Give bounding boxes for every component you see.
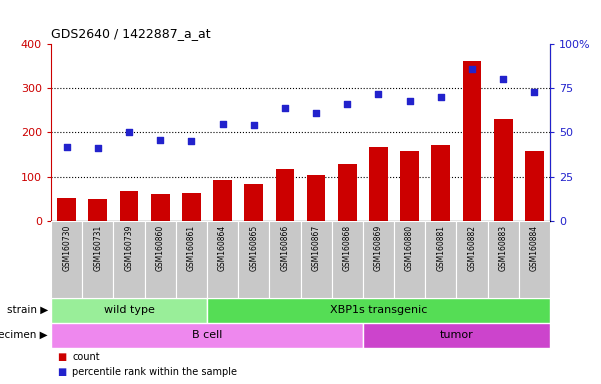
Text: ■: ■ — [57, 367, 66, 377]
Point — [374, 91, 383, 97]
Point — [467, 66, 477, 72]
Point — [62, 144, 72, 150]
Bar — [51, 221, 82, 298]
Bar — [456, 221, 487, 298]
Text: GSM160869: GSM160869 — [374, 225, 383, 271]
Bar — [213, 180, 232, 221]
Bar — [400, 151, 419, 221]
Text: GSM160880: GSM160880 — [405, 225, 414, 271]
Text: tumor: tumor — [439, 330, 473, 340]
Text: ■: ■ — [57, 352, 66, 362]
Bar — [432, 145, 450, 221]
Bar — [276, 169, 294, 221]
Text: XBP1s transgenic: XBP1s transgenic — [330, 305, 427, 315]
Text: B cell: B cell — [192, 330, 222, 340]
Point — [311, 110, 321, 116]
Text: GSM160868: GSM160868 — [343, 225, 352, 271]
Text: GSM160860: GSM160860 — [156, 225, 165, 271]
Bar — [51, 323, 363, 348]
Bar — [82, 221, 114, 298]
Text: GSM160730: GSM160730 — [62, 225, 71, 271]
Bar — [519, 221, 550, 298]
Text: GSM160884: GSM160884 — [530, 225, 539, 271]
Text: wild type: wild type — [103, 305, 154, 315]
Text: GSM160864: GSM160864 — [218, 225, 227, 271]
Text: GDS2640 / 1422887_a_at: GDS2640 / 1422887_a_at — [51, 27, 211, 40]
Text: percentile rank within the sample: percentile rank within the sample — [72, 367, 237, 377]
Bar — [525, 151, 544, 221]
Text: GSM160866: GSM160866 — [281, 225, 290, 271]
Point — [93, 145, 103, 151]
Text: GSM160865: GSM160865 — [249, 225, 258, 271]
Bar — [176, 221, 207, 298]
Point — [156, 136, 165, 142]
Bar — [238, 221, 269, 298]
Bar — [120, 191, 138, 221]
Bar — [114, 221, 145, 298]
Bar — [151, 194, 169, 221]
Text: GSM160883: GSM160883 — [499, 225, 508, 271]
Text: GSM160882: GSM160882 — [468, 225, 477, 271]
Bar — [394, 221, 426, 298]
Bar — [207, 298, 550, 323]
Bar — [332, 221, 363, 298]
Bar — [463, 61, 481, 221]
Bar — [269, 221, 300, 298]
Point — [280, 105, 290, 111]
Bar — [51, 298, 207, 323]
Bar — [494, 119, 513, 221]
Point — [186, 138, 196, 144]
Bar — [426, 221, 456, 298]
Point — [343, 101, 352, 107]
Bar — [207, 221, 238, 298]
Text: GSM160861: GSM160861 — [187, 225, 196, 271]
Bar — [88, 199, 107, 221]
Text: GSM160867: GSM160867 — [311, 225, 320, 271]
Point — [249, 122, 258, 129]
Point — [218, 121, 227, 127]
Bar — [369, 147, 388, 221]
Text: strain ▶: strain ▶ — [7, 305, 48, 315]
Point — [405, 98, 415, 104]
Point — [436, 94, 445, 100]
Bar — [182, 194, 201, 221]
Bar — [338, 164, 356, 221]
Text: specimen ▶: specimen ▶ — [0, 330, 48, 340]
Bar — [363, 323, 550, 348]
Bar — [363, 221, 394, 298]
Text: GSM160739: GSM160739 — [124, 225, 133, 271]
Text: GSM160731: GSM160731 — [93, 225, 102, 271]
Point — [124, 129, 134, 136]
Point — [529, 89, 539, 95]
Bar — [145, 221, 176, 298]
Bar — [245, 184, 263, 221]
Bar — [307, 175, 326, 221]
Bar — [57, 198, 76, 221]
Point — [498, 76, 508, 83]
Text: count: count — [72, 352, 100, 362]
Bar — [300, 221, 332, 298]
Bar — [487, 221, 519, 298]
Text: GSM160881: GSM160881 — [436, 225, 445, 271]
